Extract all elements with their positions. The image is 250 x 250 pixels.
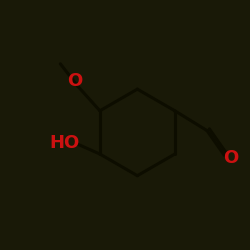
Text: HO: HO bbox=[49, 134, 79, 152]
Text: O: O bbox=[223, 149, 238, 167]
Text: O: O bbox=[68, 72, 83, 90]
